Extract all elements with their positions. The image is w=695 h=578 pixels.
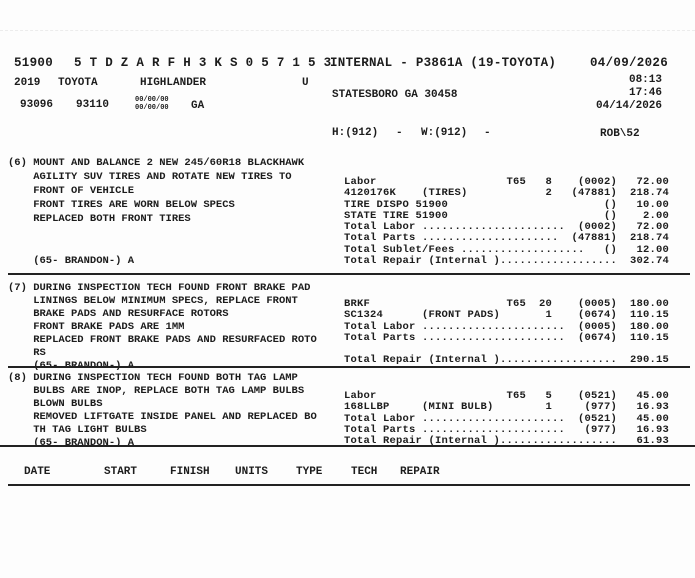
date-opened: 04/09/2026	[590, 56, 669, 70]
dealer-location: STATESBORO GA 30458	[332, 89, 458, 101]
time-out: 17:46	[628, 87, 662, 99]
repair-description: (8) DURING INSPECTION TECH FOUND BOTH TA…	[8, 372, 317, 449]
home-phone-label: H:(912)	[332, 127, 379, 139]
mileage-in: 93096	[20, 99, 54, 111]
column-header-type: TYPE	[296, 466, 323, 478]
work-phone-label: W:(912)	[421, 127, 468, 139]
repair-type: INTERNAL - P3861A (19-TOYOTA)	[330, 56, 557, 70]
section-divider	[0, 445, 695, 447]
column-header-finish: FINISH	[170, 466, 210, 478]
repair-charges: Labor T65 8 (0002) 72.00 4120176K (TIRES…	[344, 176, 670, 268]
small-date-1: 00/00/00	[135, 96, 169, 104]
service-advisor: ROB\52	[600, 128, 640, 140]
mileage-out: 93110	[76, 99, 110, 111]
time-in: 08:13	[628, 74, 662, 86]
repair-charges: Labor T65 5 (0521) 45.00 168LLBP (MINI B…	[344, 390, 670, 448]
vehicle-status-flag: U	[302, 77, 309, 89]
column-header-repair: REPAIR	[400, 466, 440, 478]
item-divider	[8, 366, 690, 368]
vehicle-model: HIGHLANDER	[140, 77, 207, 89]
page-divider-top	[0, 30, 695, 31]
vehicle-state: GA	[191, 100, 205, 112]
repair-description: (7) DURING INSPECTION TECH FOUND FRONT B…	[8, 282, 317, 372]
repair-description: (6) MOUNT AND BALANCE 2 NEW 245/60R18 BL…	[8, 157, 305, 267]
ro-number: 51900	[14, 56, 54, 70]
vin: 5 T D Z A R F H 3 K S 0 5 7 1 5 3	[74, 56, 332, 70]
vehicle-make: TOYOTA	[58, 77, 98, 89]
small-date-2: 00/00/00	[135, 104, 169, 112]
column-header-units: UNITS	[235, 466, 269, 478]
column-header-start: START	[104, 466, 138, 478]
column-header-date: DATE	[24, 466, 51, 478]
home-phone-value: -	[396, 127, 403, 139]
repair-charges: BRKF T65 20 (0005) 180.00 SC1324 (FRONT …	[344, 298, 670, 367]
time-log-header-underline	[8, 484, 690, 486]
column-header-tech: TECH	[351, 466, 378, 478]
work-phone-value: -	[484, 127, 491, 139]
date-promised: 04/14/2026	[595, 100, 662, 112]
vehicle-year: 2019	[14, 77, 41, 89]
item-divider	[8, 273, 690, 275]
